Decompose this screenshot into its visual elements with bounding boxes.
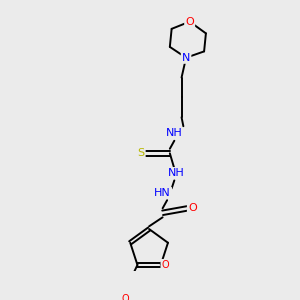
Text: O: O xyxy=(185,16,194,27)
Text: S: S xyxy=(137,148,145,158)
Text: O: O xyxy=(122,294,130,300)
Text: NH: NH xyxy=(166,128,183,139)
Text: O: O xyxy=(161,260,169,270)
Text: N: N xyxy=(182,53,190,63)
Text: O: O xyxy=(188,203,197,213)
Text: NH: NH xyxy=(168,168,184,178)
Text: HN: HN xyxy=(154,188,171,198)
